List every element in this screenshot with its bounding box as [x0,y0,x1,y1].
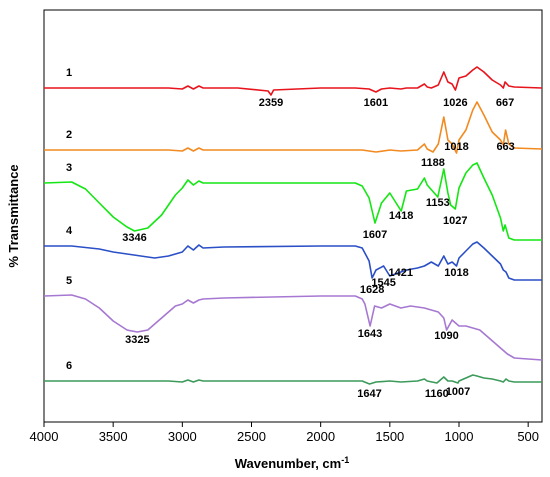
series-label-4: 4 [66,225,73,237]
y-axis-label: % Transmittance [6,164,21,267]
x-tick-label: 1500 [375,429,404,444]
peak-label: 1643 [358,328,382,340]
peak-label: 1421 [389,267,413,279]
peak-label: 1545 [371,277,395,289]
peak-label: 1153 [426,197,450,209]
series-label-2: 2 [66,129,72,141]
peak-label: 1027 [443,215,467,227]
peak-label: 1628 [360,284,384,296]
x-axis-label-text: Wavenumber, cm [235,456,341,471]
x-tick-label: 2500 [237,429,266,444]
x-tick-label: 3000 [168,429,197,444]
plot-frame [43,9,543,423]
series-label-6: 6 [66,360,72,372]
series-line-3 [43,162,542,241]
series-label-3: 3 [66,162,72,174]
peak-label: 1007 [446,386,470,398]
peak-label: 1018 [444,141,468,153]
series-line-6 [44,374,542,385]
series-label-1: 1 [66,67,72,79]
peak-label: 1188 [421,157,445,169]
series-label-5: 5 [66,275,72,287]
peak-label: 667 [496,97,514,109]
peak-annotations: 2359 1601 1026 667 1188 1018 663 3346 1418 1153 16… [122,97,515,400]
series-line-5 [43,294,543,361]
x-ticks: 4000 3500 3000 2500 2000 1500 1000 500 [30,422,539,444]
spectra [43,66,543,385]
series-line-4 [44,241,542,281]
peak-label: 1607 [363,229,387,241]
x-axis-label: Wavenumber, cm-1 [235,455,349,471]
peak-label: 3325 [125,334,149,346]
x-tick-label: 2000 [306,429,335,444]
peak-label: 1018 [444,267,468,279]
peak-label: 1160 [425,388,449,400]
peak-label: 1418 [389,210,413,222]
peak-label: 3346 [122,232,146,244]
x-tick-label: 500 [517,429,539,444]
x-tick-label: 4000 [30,429,59,444]
x-tick-label: 1000 [445,429,474,444]
x-axis-label-sup: -1 [341,455,349,465]
peak-label: 1090 [434,330,458,342]
series-line-1 [44,66,543,96]
peak-label: 1601 [364,97,388,109]
x-tick-label: 3500 [99,429,128,444]
peak-label: 2359 [259,97,283,109]
peak-label: 1647 [357,388,381,400]
peak-label: 1026 [443,97,467,109]
series-line-2 [44,101,543,154]
peak-label: 663 [496,141,514,153]
series-index-labels: 1 2 3 4 5 6 [66,67,73,372]
